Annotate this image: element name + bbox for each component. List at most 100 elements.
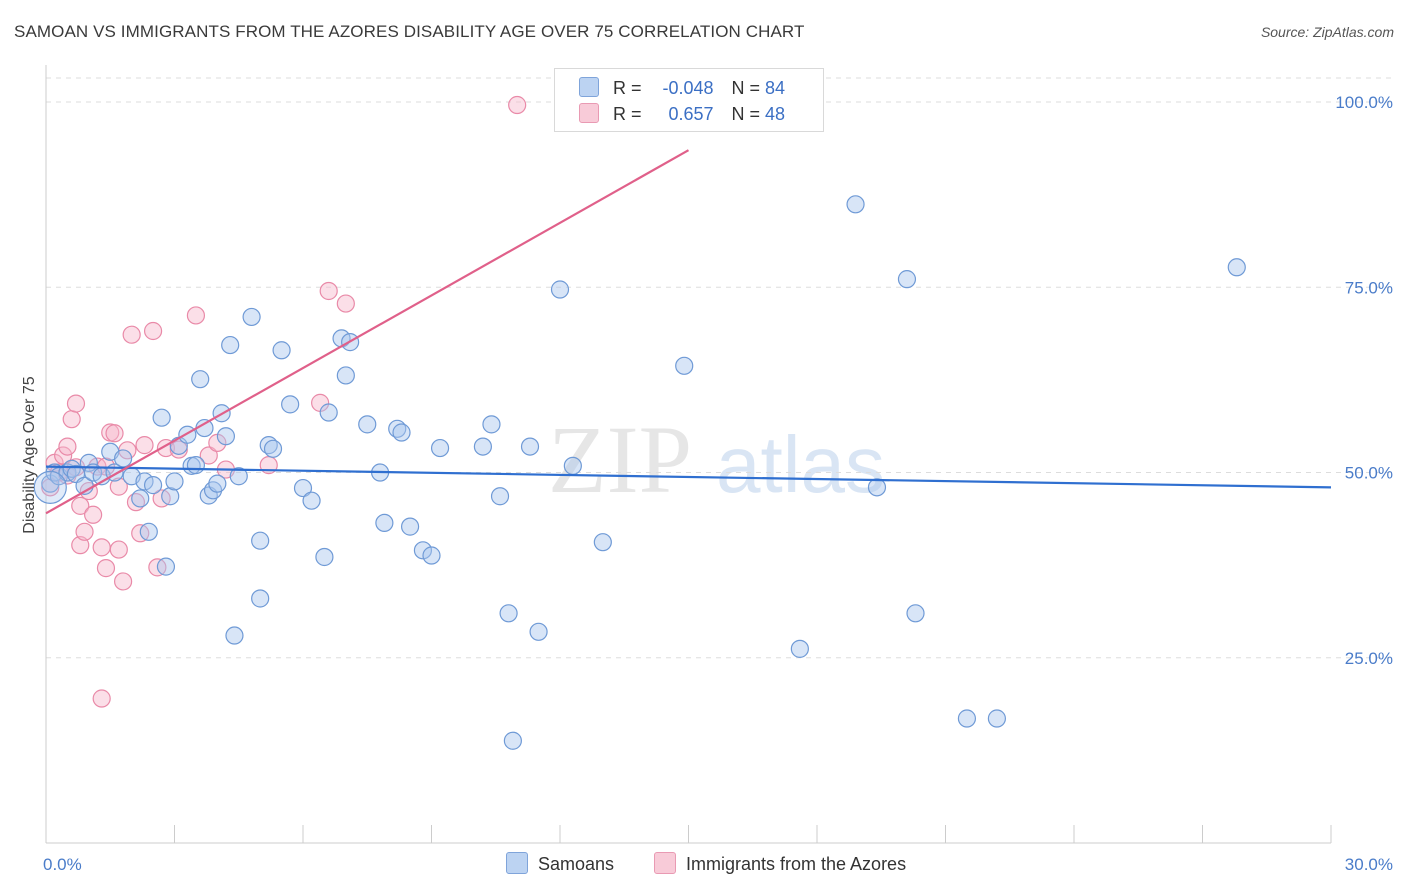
samoan-point: [251, 531, 270, 550]
azores-point: [54, 446, 73, 465]
samoan-point: [375, 513, 394, 533]
legend-r-value: -0.048: [662, 78, 714, 98]
samoan-point: [272, 341, 291, 360]
samoan-point: [675, 356, 694, 375]
azores-point: [58, 437, 77, 456]
axes: [45, 65, 1332, 844]
samoan-point: [529, 622, 548, 641]
samoan-point: [302, 491, 321, 510]
azores-point: [92, 689, 111, 708]
samoan-point: [131, 489, 150, 508]
samoan-point: [499, 604, 518, 623]
azores-point: [113, 572, 133, 591]
samoan-point: [208, 474, 227, 493]
samoan-point: [1227, 258, 1246, 277]
trend-lines: [45, 149, 1332, 515]
y-tick-label: 25.0%: [1345, 649, 1393, 668]
samoan-point: [156, 557, 176, 576]
samoan-point: [413, 541, 433, 560]
azores-point: [336, 294, 355, 313]
azores-point: [508, 95, 527, 115]
azores-point: [319, 281, 338, 301]
samoan-point: [422, 546, 441, 565]
samoan-point: [987, 709, 1007, 728]
samoan-point: [503, 731, 522, 750]
samoan-point: [139, 522, 158, 541]
samoan-point: [473, 437, 492, 456]
azores-point: [75, 522, 94, 541]
samoan-point: [165, 472, 184, 491]
samoan-point: [161, 487, 180, 506]
azores-label: Immigrants from the Azores: [686, 854, 907, 874]
samoan-point: [225, 626, 244, 645]
legend-r-value: 0.657: [668, 104, 714, 124]
legend-item-samoans[interactable]: Samoans: [506, 852, 614, 875]
samoan-point: [191, 370, 210, 389]
azores-point: [186, 306, 206, 325]
samoan-point: [897, 270, 917, 289]
samoans-swatch: [506, 852, 528, 874]
watermark: ZIP atlas: [548, 406, 885, 513]
azores-point: [122, 325, 141, 344]
legend-r-label: R =: [613, 104, 642, 124]
samoan-point: [490, 487, 510, 506]
watermark-zip: ZIP: [548, 406, 692, 513]
azores-point: [109, 477, 128, 496]
legend-row-samoans: R = -0.048 N = 84: [579, 77, 785, 101]
samoan-point: [336, 366, 355, 385]
x-tick-label-min: 0.0%: [43, 855, 82, 874]
azores-point: [105, 424, 124, 443]
grid-lines: [46, 77, 1392, 659]
x-tick-label-max: 30.0%: [1345, 855, 1393, 874]
legend-swatch-pink: [579, 103, 599, 123]
legend-swatch-blue: [579, 77, 599, 97]
samoan-point: [482, 415, 501, 434]
samoan-point: [430, 438, 450, 458]
legend-n-label: N =: [731, 104, 761, 124]
legend-item-azores[interactable]: Immigrants from the Azores: [654, 852, 906, 875]
samoan-trend-line: [45, 465, 1332, 489]
samoan-point: [550, 280, 570, 299]
tick-labels: 25.0% 50.0% 75.0% 100.0% 0.0% 30.0%: [43, 93, 1393, 874]
samoan-point: [143, 476, 163, 495]
samoan-point: [358, 415, 377, 434]
y-axis-label: Disability Age Over 75: [21, 376, 38, 534]
legend-row-azores: R = 0.657 N = 48: [579, 103, 785, 127]
samoan-point: [906, 604, 925, 623]
samoan-point: [263, 439, 283, 458]
azores-point: [199, 446, 218, 465]
samoan-point: [400, 517, 420, 536]
samoan-cluster-point: [33, 470, 67, 504]
azores-point: [109, 540, 128, 559]
azores-trend-line: [45, 149, 690, 515]
azores-point: [135, 436, 154, 455]
samoan-point: [957, 709, 977, 728]
samoan-point: [221, 335, 240, 355]
y-tick-label: 75.0%: [1345, 278, 1393, 297]
samoan-point: [563, 456, 582, 475]
azores-point: [66, 394, 86, 413]
samoan-point: [790, 639, 809, 658]
samoan-point: [520, 437, 540, 456]
samoan-point: [867, 478, 887, 497]
samoan-point: [593, 533, 612, 552]
samoan-point: [315, 547, 334, 567]
watermark-atlas: atlas: [716, 420, 885, 509]
legend-n-value: 84: [765, 78, 786, 98]
azores-point: [96, 559, 116, 578]
azores-point: [84, 505, 103, 524]
chart-title: SAMOAN VS IMMIGRANTS FROM THE AZORES DIS…: [14, 22, 805, 41]
azores-point: [143, 321, 163, 341]
samoan-point: [846, 195, 865, 214]
samoan-point: [392, 423, 411, 442]
y-tick-label: 100.0%: [1335, 93, 1393, 112]
azores-point: [92, 538, 111, 557]
azores-point: [71, 496, 90, 515]
series-legend: Samoans Immigrants from the Azores: [0, 852, 1406, 878]
samoan-point: [251, 589, 270, 608]
samoan-point: [186, 456, 206, 475]
samoan-point: [281, 395, 300, 414]
legend-n-value: 48: [765, 104, 786, 124]
azores-point: [62, 410, 81, 429]
